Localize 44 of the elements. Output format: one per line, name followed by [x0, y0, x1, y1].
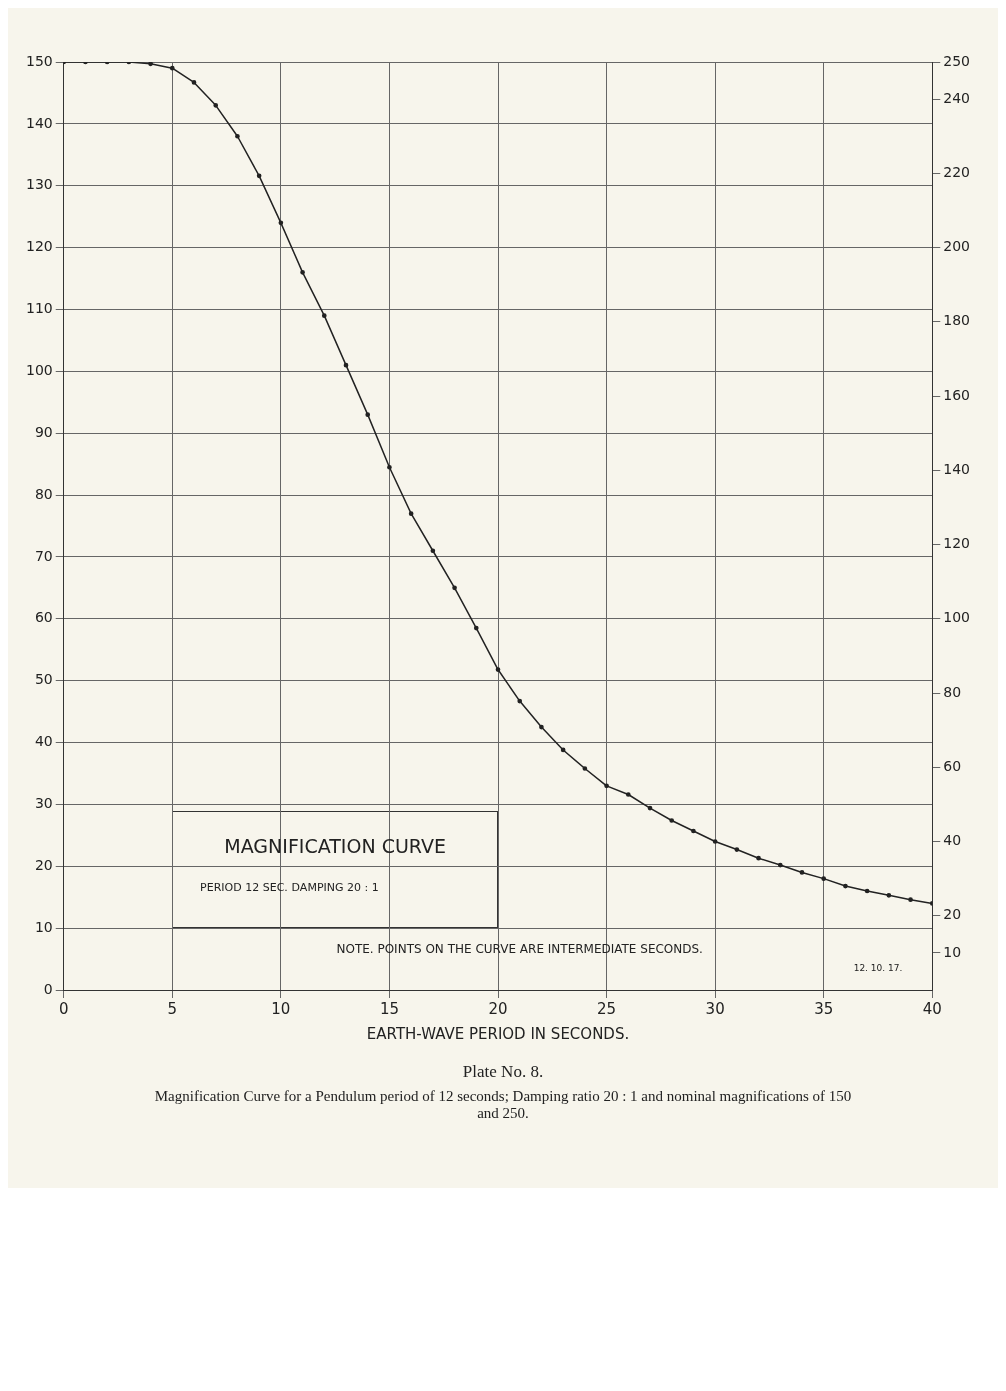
- y2-tick-label: 140: [943, 460, 971, 477]
- y-tick-label: 0: [43, 980, 53, 997]
- y-tick-label: 40: [34, 733, 53, 750]
- text: Magnification Curve for a Pendulum period of 12 seconds; Damping ratio 20 : 1 and nominal magnifications of 150 and 250.: [153, 1088, 853, 1122]
- y2-tick-label: 80: [943, 683, 962, 700]
- y2-tick-label: 40: [943, 832, 962, 849]
- x-tick-label: 30: [705, 999, 725, 1018]
- x-tick-label: 5: [167, 999, 178, 1018]
- y-tick-label: 80: [34, 485, 53, 502]
- x-tick-label: 35: [814, 999, 834, 1018]
- x-tick-label: 15: [379, 999, 399, 1018]
- y2-tick-label: 20: [943, 906, 962, 923]
- y2-tick-label: 220: [943, 164, 971, 180]
- y2-tick-label: 160: [943, 386, 971, 403]
- y-tick-label: 140: [25, 114, 53, 131]
- y-tick-label: 110: [25, 300, 53, 317]
- x-tick-label: 20: [488, 999, 508, 1018]
- y2-tick-label: 60: [943, 757, 962, 774]
- annotation: DAMPING 20 : 1: [291, 880, 379, 894]
- x-axis-title: EARTH-WAVE PERIOD IN SECONDS.: [366, 1024, 630, 1043]
- x-tick-label: 0: [58, 999, 69, 1018]
- text: Plate No. 8.: [461, 1062, 545, 1082]
- y2-tick-label: 120: [943, 535, 971, 552]
- y2-tick-label: 200: [943, 238, 971, 255]
- y2-tick-label: 180: [943, 312, 971, 329]
- y2-tick-label: 10: [943, 943, 962, 960]
- x-tick-label: 25: [597, 999, 617, 1018]
- x-tick-label: 10: [271, 999, 291, 1018]
- y-tick-label: 20: [34, 856, 53, 873]
- y-tick-label: 90: [34, 423, 53, 440]
- y-tick-label: 100: [25, 361, 53, 378]
- y-tick-label: 150: [25, 52, 53, 69]
- y-tick-label: 70: [34, 547, 53, 564]
- y-tick-label: 130: [25, 176, 53, 193]
- annotation: 12. 10. 17.: [853, 962, 903, 973]
- y-tick-label: 50: [34, 671, 53, 688]
- y2-tick-label: 100: [943, 609, 971, 626]
- y-tick-label: 60: [34, 609, 53, 626]
- y-tick-label: 10: [34, 918, 53, 935]
- y2-tick-label: 250: [943, 52, 971, 69]
- y2-tick-label: 240: [943, 89, 971, 106]
- y-tick-label: 30: [34, 795, 53, 812]
- x-tick-label: 40: [922, 999, 942, 1018]
- y-tick-label: 120: [25, 238, 53, 255]
